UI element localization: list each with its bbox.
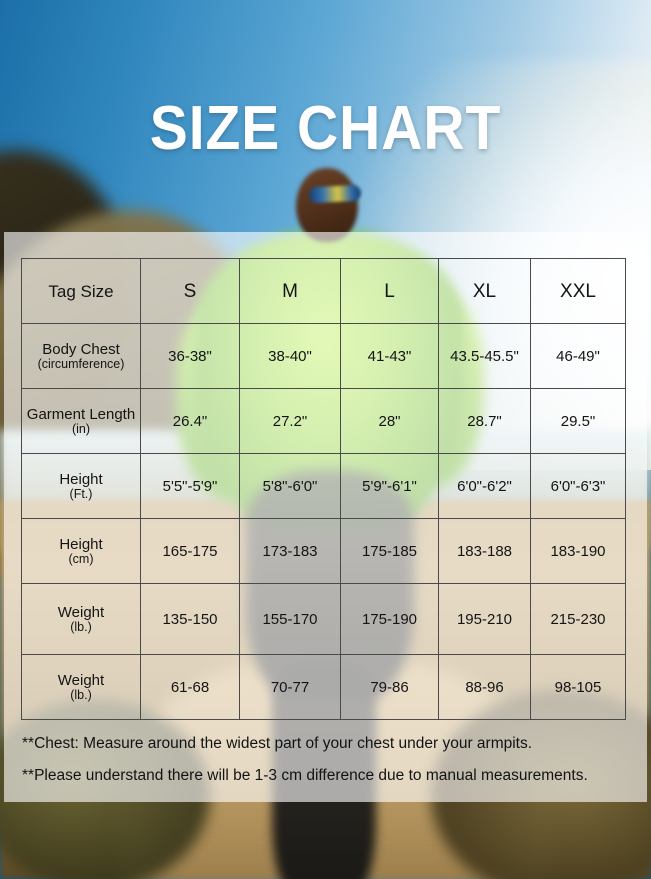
note-chest: **Chest: Measure around the widest part …	[22, 735, 533, 752]
row-sublabel-text: (cm)	[68, 551, 94, 566]
row-label-text: Height	[59, 470, 103, 488]
row-sublabel-text: (lb.)	[70, 619, 92, 634]
cell-body-chest-m: 38-40"	[239, 323, 341, 389]
cell-height-cm-s: 165-175	[140, 518, 240, 584]
cell-weight-kg-m: 70-77	[239, 654, 341, 720]
cell-body-chest-xxl: 46-49"	[530, 323, 626, 389]
cell-body-chest-xl: 43.5-45.5"	[438, 323, 531, 389]
cell-weight-kg-xxl: 98-105	[530, 654, 626, 720]
table-row: Height (cm) 165-175 173-183 175-185 183-…	[21, 518, 626, 584]
cell-garment-length-m: 27.2"	[239, 388, 341, 454]
cell-height-ft-l: 5'9"-6'1"	[340, 453, 439, 519]
row-label-weight-lb-2: Weight (lb.)	[21, 654, 141, 720]
header-cell-tag-size: Tag Size	[21, 258, 141, 324]
row-label-text: Body Chest	[42, 340, 120, 358]
table-row: Weight (lb.) 61-68 70-77 79-86 88-96 98-…	[21, 654, 626, 720]
header-cell-s: S	[140, 258, 240, 324]
table-row: Weight (lb.) 135-150 155-170 175-190 195…	[21, 583, 626, 655]
header-cell-xxl: XXL	[530, 258, 626, 324]
cell-height-cm-m: 173-183	[239, 518, 341, 584]
page-title: SIZE CHART	[149, 94, 502, 163]
cell-height-ft-xl: 6'0"-6'2"	[438, 453, 531, 519]
size-chart-table: Tag Size S M L XL XXL Body Chest (circum…	[21, 258, 626, 720]
row-label-text: Weight	[57, 603, 105, 621]
row-label-body-chest: Body Chest (circumference)	[21, 323, 141, 389]
header-cell-xl: XL	[438, 258, 531, 324]
cell-weight-lb-xxl: 215-230	[530, 583, 626, 655]
cell-garment-length-l: 28"	[340, 388, 439, 454]
table-row: Height (Ft.) 5'5"-5'9" 5'8"-6'0" 5'9"-6'…	[21, 453, 626, 519]
size-table-container: Tag Size S M L XL XXL Body Chest (circum…	[21, 258, 626, 720]
cell-height-cm-l: 175-185	[340, 518, 439, 584]
cell-garment-length-s: 26.4"	[140, 388, 240, 454]
cell-garment-length-xl: 28.7"	[438, 388, 531, 454]
cell-body-chest-l: 41-43"	[340, 323, 439, 389]
cell-height-cm-xxl: 183-190	[530, 518, 626, 584]
row-label-garment-length: Garment Length (in)	[21, 388, 141, 454]
row-sublabel-text: (lb.)	[70, 687, 92, 702]
cell-weight-lb-m: 155-170	[239, 583, 341, 655]
runner-sunglasses	[308, 184, 362, 204]
cell-body-chest-s: 36-38"	[140, 323, 240, 389]
header-cell-l: L	[340, 258, 439, 324]
row-sublabel-text: (circumference)	[37, 356, 125, 371]
row-label-text: Weight	[57, 671, 105, 689]
cell-height-cm-xl: 183-188	[438, 518, 531, 584]
table-header-row: Tag Size S M L XL XXL	[21, 258, 626, 324]
row-sublabel-text: (Ft.)	[69, 486, 93, 501]
cell-weight-lb-xl: 195-210	[438, 583, 531, 655]
cell-height-ft-s: 5'5"-5'9"	[140, 453, 240, 519]
row-label-text: Garment Length	[26, 405, 136, 423]
runner-head	[296, 168, 358, 242]
row-sublabel-text: (in)	[71, 421, 91, 436]
cell-weight-lb-s: 135-150	[140, 583, 240, 655]
row-label-height-ft: Height (Ft.)	[21, 453, 141, 519]
measurement-notes: **Chest: Measure around the widest part …	[22, 728, 632, 792]
row-label-weight-lb-1: Weight (lb.)	[21, 583, 141, 655]
size-chart-body: Tag Size S M L XL XXL Body Chest (circum…	[21, 258, 626, 720]
cell-weight-kg-l: 79-86	[340, 654, 439, 720]
row-label-text: Height	[59, 535, 103, 553]
cell-weight-kg-s: 61-68	[140, 654, 240, 720]
table-row: Body Chest (circumference) 36-38" 38-40"…	[21, 323, 626, 389]
cell-weight-kg-xl: 88-96	[438, 654, 531, 720]
note-tolerance: **Please understand there will be 1-3 cm…	[22, 767, 588, 784]
row-label-height-cm: Height (cm)	[21, 518, 141, 584]
header-cell-m: M	[239, 258, 341, 324]
cell-height-ft-xxl: 6'0"-6'3"	[530, 453, 626, 519]
cell-height-ft-m: 5'8"-6'0"	[239, 453, 341, 519]
cell-weight-lb-l: 175-190	[340, 583, 439, 655]
cell-garment-length-xxl: 29.5"	[530, 388, 626, 454]
table-row: Garment Length (in) 26.4" 27.2" 28" 28.7…	[21, 388, 626, 454]
